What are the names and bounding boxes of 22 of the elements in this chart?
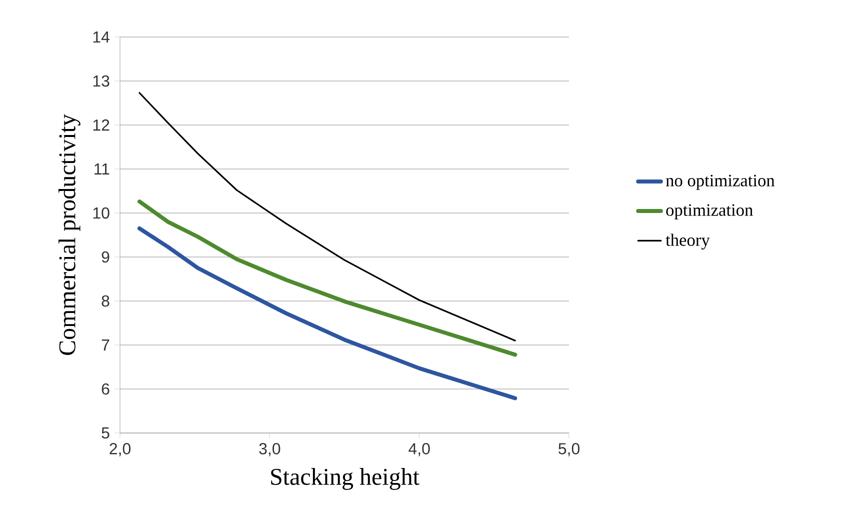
y-tick-label: 9 — [102, 251, 110, 263]
y-tick-label: 8 — [102, 295, 110, 307]
legend-label: no optimization — [666, 174, 775, 190]
line-series — [137, 200, 518, 357]
y-tick-label: 11 — [94, 164, 110, 175]
y-tick-label: 14 — [93, 32, 110, 43]
legend-label: theory — [666, 234, 710, 250]
y-tick-label: 10 — [93, 207, 110, 219]
y-tick-label: 13 — [93, 75, 110, 87]
x-tick-label: 3,0 — [259, 443, 280, 456]
x-tick-label: 4,0 — [408, 443, 430, 456]
y-tick-label: 12 — [93, 119, 110, 131]
line-series — [137, 226, 518, 400]
y-axis-title: Commercial productivity — [58, 114, 80, 355]
y-tick-label: 7 — [102, 339, 110, 350]
y-tick-label: 5 — [102, 427, 110, 439]
line-series — [138, 92, 516, 342]
y-tick-label: 6 — [102, 383, 110, 395]
x-tick-label: 5,0 — [558, 443, 580, 456]
x-axis-title: Stacking height — [271, 468, 420, 490]
legend-label: optimization — [666, 204, 753, 220]
x-tick-label: 2,0 — [110, 443, 131, 456]
